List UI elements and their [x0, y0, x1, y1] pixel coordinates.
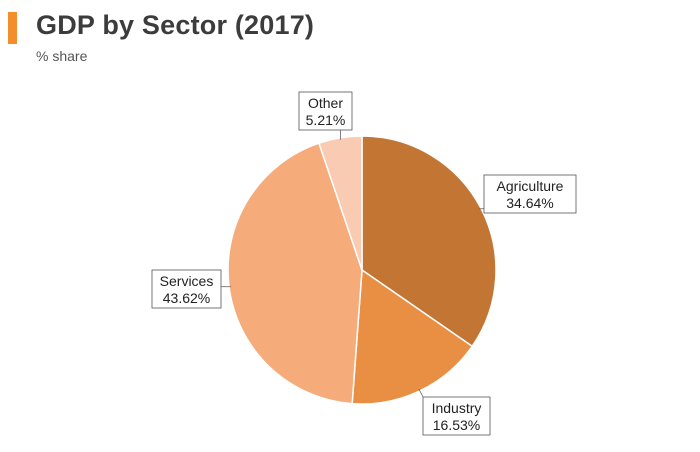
data-label-box-other — [298, 91, 353, 131]
chart-subtitle: % share — [36, 48, 88, 64]
data-label-value: 43.62% — [163, 290, 210, 306]
pie-slice-agriculture — [361, 135, 497, 348]
data-label-value: 16.53% — [433, 417, 480, 433]
data-label-name: Services — [160, 273, 214, 289]
data-label-name: Other — [308, 95, 343, 111]
title-accent-bar — [8, 12, 17, 44]
data-label-value: 34.64% — [506, 195, 553, 211]
data-label-box-industry — [422, 396, 491, 436]
data-label-box-agriculture — [483, 174, 577, 214]
data-label-name: Industry — [432, 400, 482, 416]
label-connector-industry — [418, 388, 424, 398]
data-label-value: 5.21% — [306, 112, 346, 128]
data-label-box-services — [151, 269, 222, 309]
chart-title: GDP by Sector (2017) — [36, 10, 315, 40]
data-label-name: Agriculture — [497, 178, 564, 194]
